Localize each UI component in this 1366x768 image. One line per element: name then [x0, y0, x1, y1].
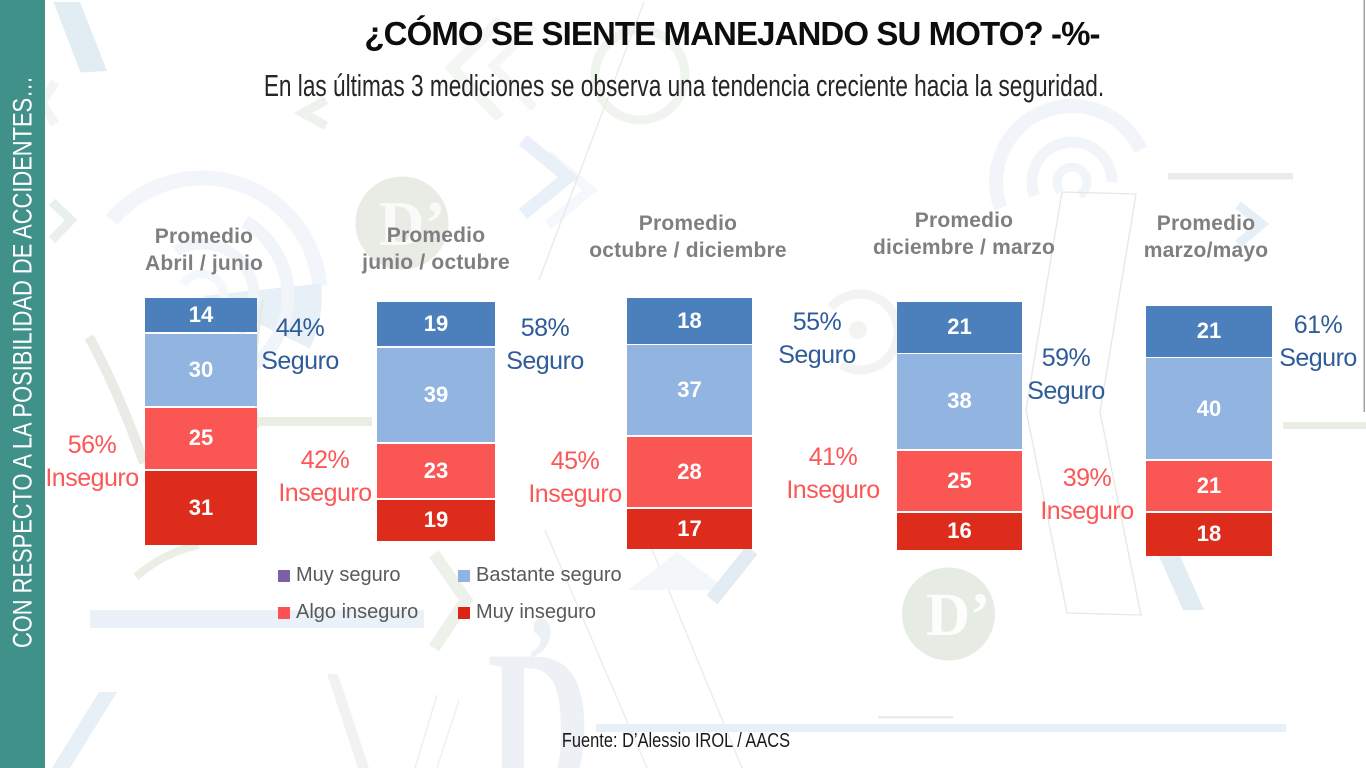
svg-text:’: ’: [525, 590, 557, 734]
svg-text:D’: D’: [926, 582, 990, 649]
svg-text:D’: D’: [379, 189, 445, 259]
svg-text:D: D: [487, 606, 591, 768]
